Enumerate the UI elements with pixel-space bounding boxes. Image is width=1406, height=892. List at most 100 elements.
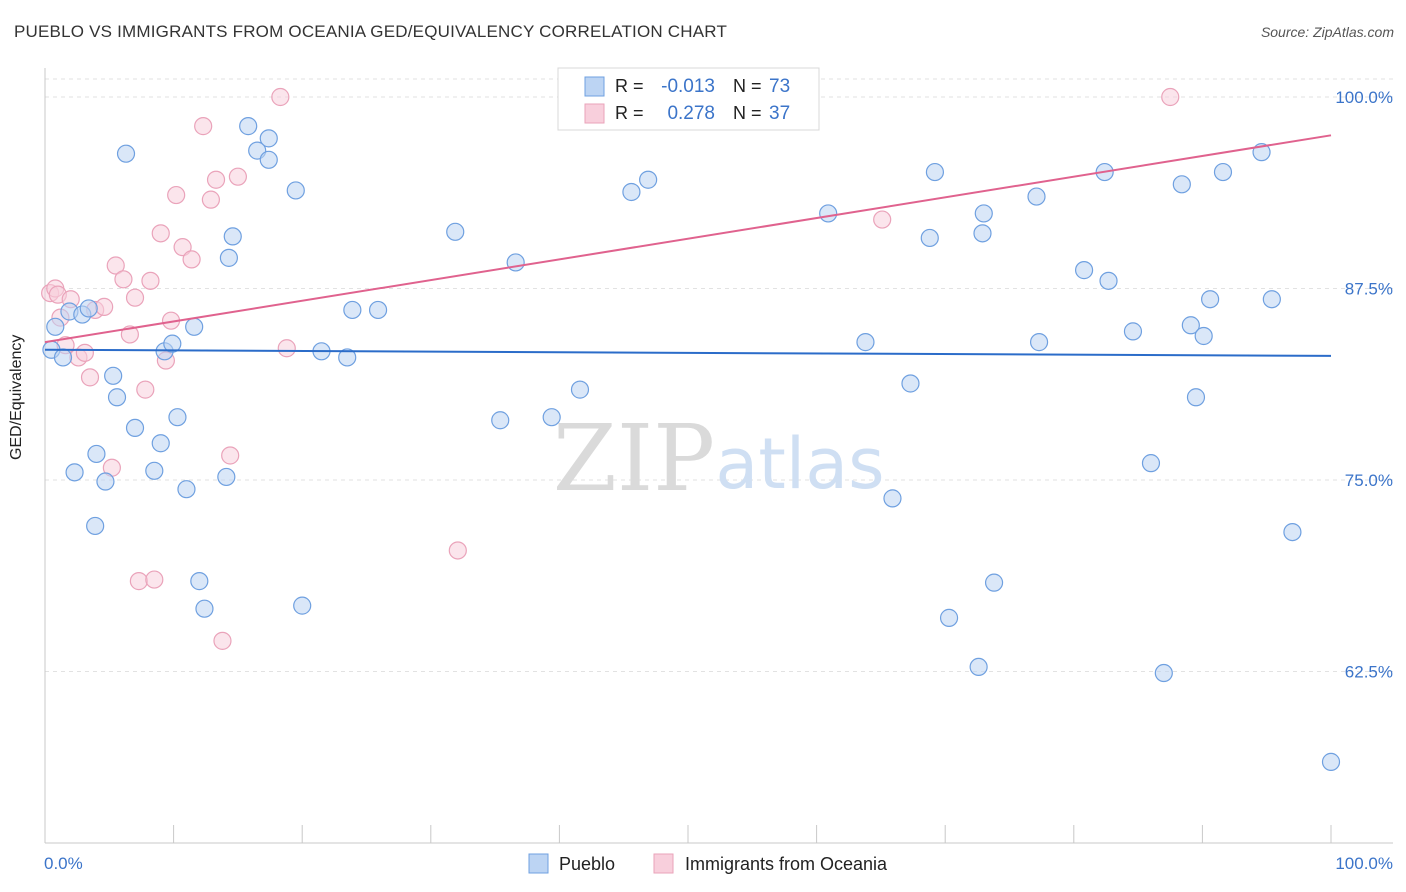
- point-pueblo-34: [343, 300, 362, 320]
- point-oceania-28: [206, 170, 226, 189]
- point-oceania-32: [271, 87, 290, 107]
- stats-n-value-1: 37: [769, 103, 790, 124]
- point-pueblo-25: [223, 227, 242, 246]
- y-tick-label-3: 62.5%: [1345, 663, 1393, 682]
- point-pueblo-9: [96, 472, 115, 491]
- point-pueblo-37: [491, 411, 510, 430]
- point-pueblo-23: [217, 467, 236, 487]
- stats-r-value-0: -0.013: [661, 76, 715, 97]
- stats-swatch-1: [584, 103, 605, 124]
- point-oceania-24: [173, 238, 192, 257]
- point-pueblo-33: [338, 348, 357, 367]
- point-pueblo-64: [1181, 316, 1200, 335]
- point-pueblo-20: [185, 317, 204, 336]
- stats-r-label-1: R =: [615, 103, 644, 123]
- point-oceania-26: [194, 117, 213, 136]
- point-pueblo-21: [190, 572, 209, 591]
- point-pueblo-18: [168, 408, 187, 427]
- point-pueblo-61: [1141, 454, 1161, 473]
- point-pueblo-71: [1283, 522, 1302, 542]
- point-oceania-30: [221, 446, 240, 465]
- point-oceania-12: [106, 256, 125, 275]
- x-tick-label-0: 0.0%: [44, 854, 83, 873]
- point-pueblo-57: [1074, 261, 1094, 280]
- point-oceania-14: [120, 325, 139, 344]
- legend-label-0: Pueblo: [559, 854, 615, 874]
- point-pueblo-26: [239, 117, 258, 136]
- point-pueblo-22: [195, 599, 214, 618]
- point-pueblo-70: [1262, 290, 1281, 309]
- point-pueblo-47: [901, 374, 920, 393]
- y-tick-label-1: 87.5%: [1345, 280, 1393, 299]
- legend-swatch-1: [653, 853, 674, 874]
- point-pueblo-67: [1201, 290, 1220, 309]
- point-pueblo-4: [65, 463, 84, 482]
- point-pueblo-72: [1321, 752, 1341, 771]
- point-pueblo-7: [86, 516, 105, 536]
- trend-line-oceania: [44, 134, 1332, 344]
- trend-line-pueblo: [44, 348, 1332, 357]
- legend-swatch-0: [528, 853, 549, 874]
- point-oceania-17: [136, 380, 155, 399]
- point-pueblo-50: [939, 608, 959, 627]
- point-pueblo-51: [969, 657, 988, 677]
- point-pueblo-56: [1029, 333, 1049, 352]
- chart-title: PUEBLO VS IMMIGRANTS FROM OCEANIA GED/EQ…: [14, 22, 728, 41]
- point-pueblo-44: [819, 204, 838, 223]
- point-pueblo-17: [163, 334, 182, 353]
- point-pueblo-15: [151, 434, 170, 453]
- point-pueblo-63: [1172, 175, 1191, 194]
- stats-n-label-1: N =: [733, 103, 762, 123]
- point-pueblo-14: [145, 461, 164, 480]
- point-pueblo-39: [542, 408, 561, 427]
- point-pueblo-46: [883, 489, 902, 508]
- series-oceania: [41, 87, 1180, 650]
- point-pueblo-30: [286, 181, 305, 200]
- point-oceania-20: [151, 224, 170, 243]
- point-pueblo-49: [925, 162, 945, 182]
- point-pueblo-53: [974, 204, 993, 223]
- series-pueblo: [42, 87, 1341, 771]
- point-pueblo-38: [506, 253, 525, 272]
- x-tick-label-1: 100.0%: [1335, 854, 1393, 873]
- point-pueblo-13: [125, 418, 145, 438]
- point-pueblo-10: [104, 366, 123, 385]
- point-pueblo-59: [1099, 271, 1118, 290]
- y-tick-label-0: 100.0%: [1335, 88, 1393, 107]
- point-pueblo-29: [259, 150, 278, 169]
- point-oceania-19: [145, 570, 164, 589]
- point-pueblo-55: [1027, 187, 1046, 206]
- point-oceania-8: [80, 368, 100, 387]
- y-tick-label-2: 75.0%: [1345, 471, 1393, 490]
- point-oceania-35: [873, 210, 892, 229]
- point-pueblo-62: [1154, 663, 1173, 683]
- legend-label-1: Immigrants from Oceania: [685, 854, 888, 874]
- stats-n-label-0: N =: [733, 76, 762, 96]
- point-oceania-18: [141, 271, 160, 290]
- watermark-zip: ZIP: [553, 405, 715, 512]
- point-pueblo-60: [1123, 322, 1143, 341]
- stats-swatch-0: [584, 76, 605, 97]
- watermark-atlas: atlas: [715, 423, 884, 505]
- point-pueblo-31: [293, 596, 312, 615]
- point-oceania-16: [129, 572, 148, 591]
- point-pueblo-43: [639, 170, 658, 189]
- point-pueblo-8: [87, 444, 106, 464]
- point-pueblo-28: [259, 129, 278, 148]
- point-pueblo-11: [107, 388, 127, 407]
- point-pueblo-65: [1186, 388, 1206, 407]
- point-pueblo-24: [219, 248, 238, 267]
- point-pueblo-42: [622, 182, 641, 202]
- point-oceania-25: [182, 250, 201, 269]
- source-label: Source: ZipAtlas.com: [1260, 24, 1394, 40]
- stats-r-label-0: R =: [615, 76, 644, 96]
- point-pueblo-6: [79, 299, 98, 318]
- point-pueblo-1: [46, 317, 65, 336]
- point-pueblo-66: [1194, 326, 1213, 346]
- point-pueblo-36: [446, 222, 465, 241]
- point-pueblo-12: [116, 144, 136, 163]
- point-oceania-15: [125, 288, 145, 307]
- point-oceania-27: [201, 190, 220, 209]
- point-pueblo-40: [570, 380, 590, 399]
